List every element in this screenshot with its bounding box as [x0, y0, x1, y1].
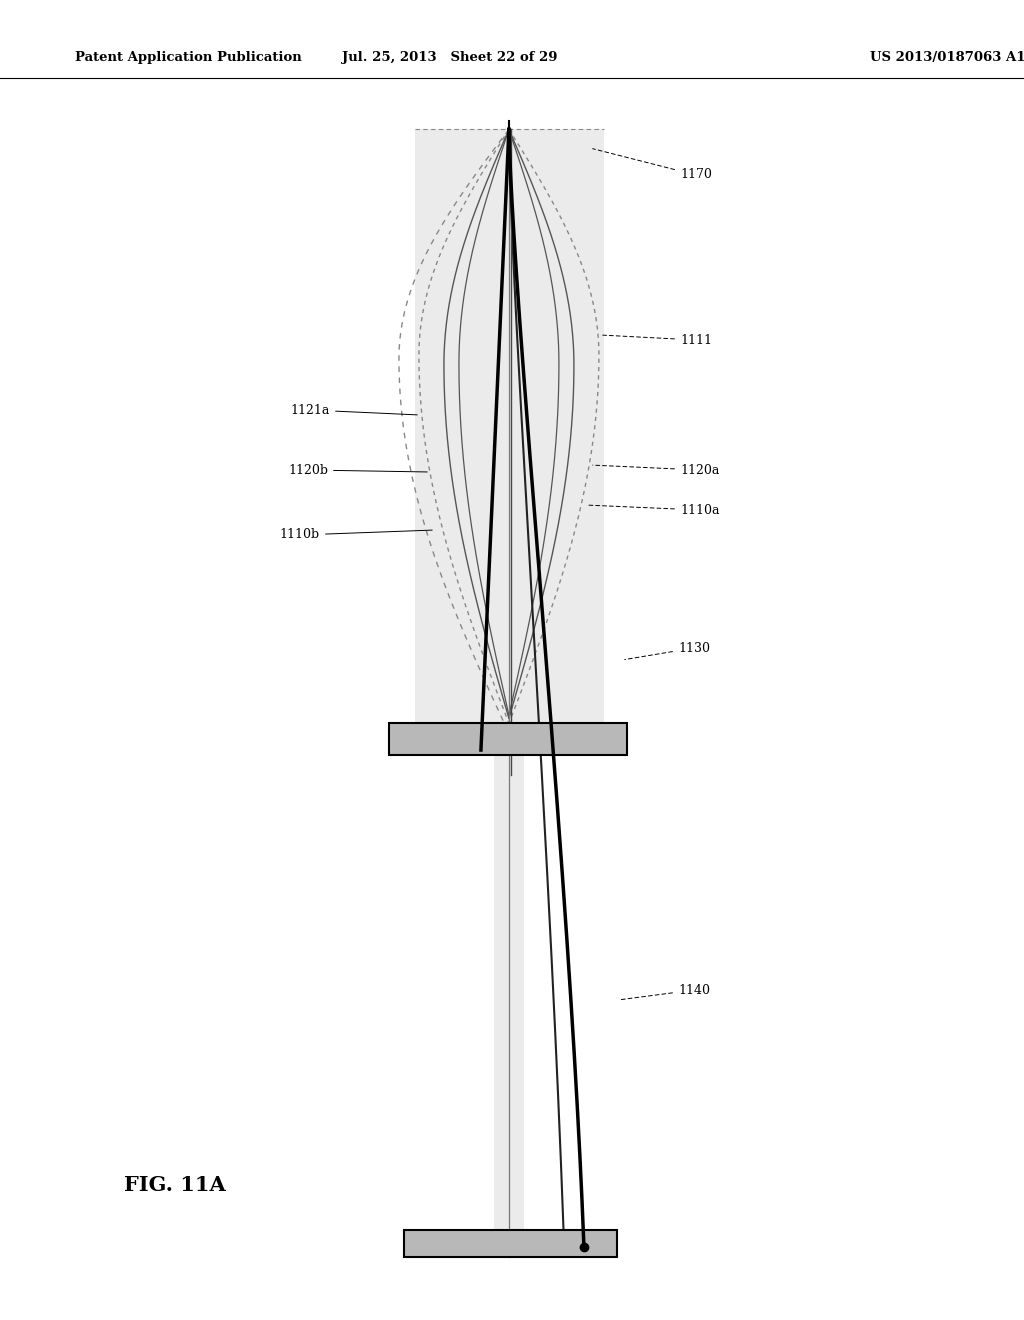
Text: 1120b: 1120b	[288, 463, 427, 477]
Text: 1111: 1111	[603, 334, 712, 346]
Text: Jul. 25, 2013   Sheet 22 of 29: Jul. 25, 2013 Sheet 22 of 29	[342, 51, 558, 65]
Text: 1121a: 1121a	[291, 404, 417, 417]
Text: 1170: 1170	[593, 149, 712, 181]
Bar	[389, 723, 627, 755]
Text: 1140: 1140	[621, 983, 710, 999]
Text: 1110a: 1110a	[588, 503, 720, 516]
Text: 1120a: 1120a	[593, 463, 720, 477]
Text: 1130: 1130	[625, 642, 710, 660]
Bar	[415, 129, 604, 755]
Text: 1110b: 1110b	[280, 528, 432, 541]
Text: Patent Application Publication: Patent Application Publication	[75, 51, 302, 65]
Bar	[404, 1230, 617, 1257]
Text: FIG. 11A: FIG. 11A	[124, 1175, 226, 1195]
Bar	[494, 755, 524, 1230]
Text: US 2013/0187063 A1: US 2013/0187063 A1	[870, 51, 1024, 65]
